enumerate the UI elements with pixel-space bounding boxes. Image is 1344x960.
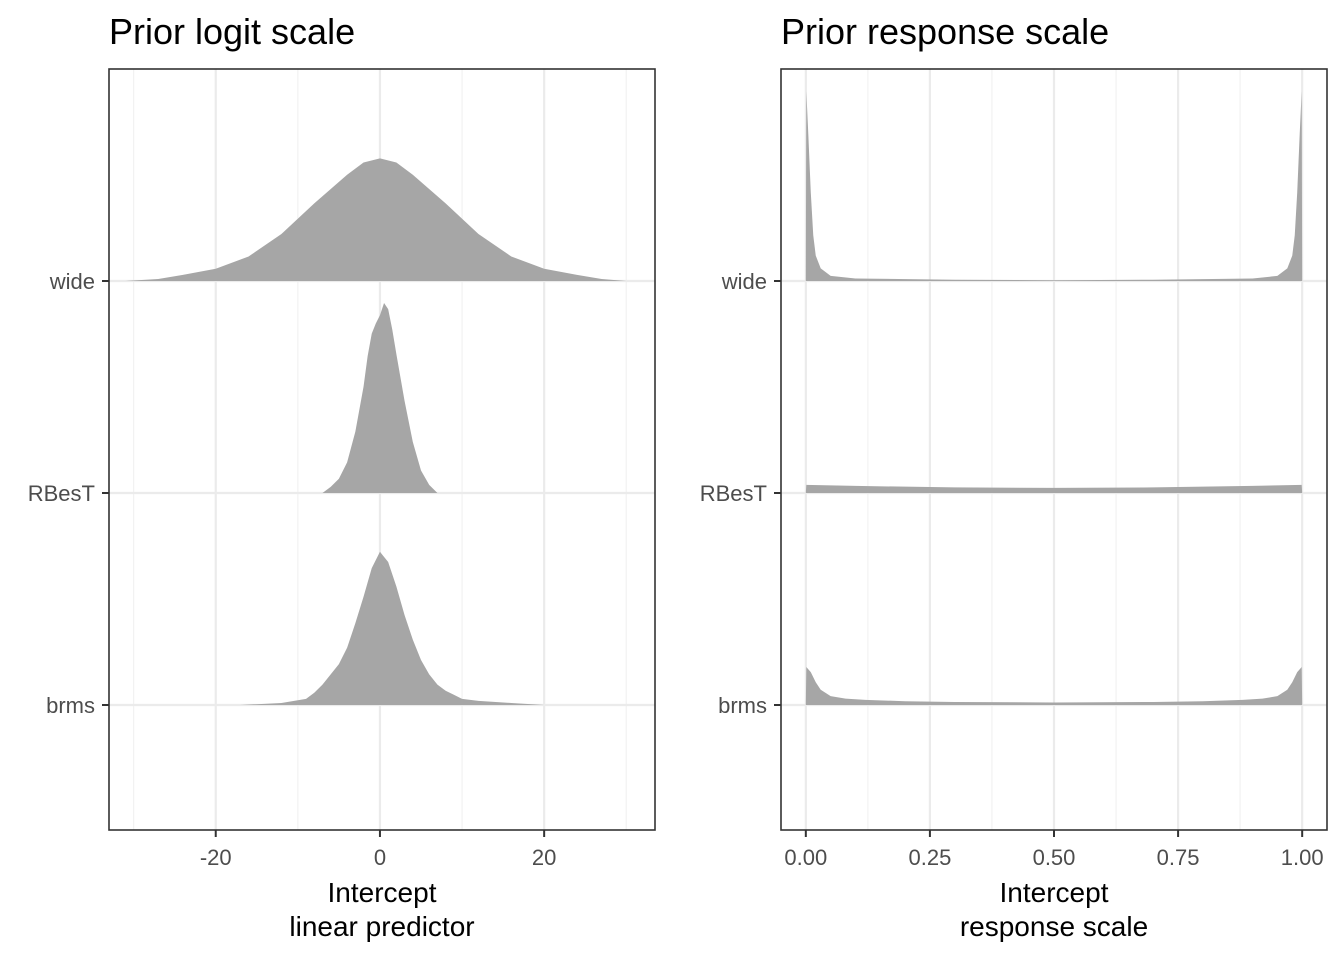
x-tick-label: 0 <box>374 845 386 870</box>
x-axis-title-line: Intercept <box>328 877 437 908</box>
panel-title: Prior logit scale <box>109 11 355 52</box>
ridge-rbest <box>805 484 1303 493</box>
x-tick-label: 1.00 <box>1281 845 1324 870</box>
y-tick-label: wide <box>49 269 95 294</box>
y-tick-label: RBesT <box>28 481 95 506</box>
x-axis-title-line: linear predictor <box>289 911 474 942</box>
y-tick-label: brms <box>46 693 95 718</box>
x-tick-label: 0.25 <box>908 845 951 870</box>
x-tick-label: 0.00 <box>784 845 827 870</box>
ridge-rbest <box>322 303 438 493</box>
panel-response-scale: wide RBesT brms 0.00 0.25 0.50 0.75 1.00 Prior r… <box>700 11 1328 942</box>
panel-border <box>108 68 656 831</box>
y-tick-label: wide <box>721 269 767 294</box>
x-axis-title-line: Intercept <box>1000 877 1109 908</box>
x-tick-label: 0.50 <box>1033 845 1076 870</box>
ridge-brms <box>240 551 545 705</box>
y-tick-label: RBesT <box>700 481 767 506</box>
x-axis-title-line: response scale <box>960 911 1148 942</box>
x-tick-label: 0.75 <box>1157 845 1200 870</box>
ridge-wide <box>125 158 627 281</box>
x-tick-label: 20 <box>532 845 556 870</box>
x-tick-label: -20 <box>200 845 232 870</box>
panel-logit-scale: wide RBesT brms -20 0 20 Prior logit scale Inte… <box>28 11 656 942</box>
y-tick-label: brms <box>718 693 767 718</box>
panel-title: Prior response scale <box>781 11 1109 52</box>
ridge-brms <box>805 667 1303 705</box>
